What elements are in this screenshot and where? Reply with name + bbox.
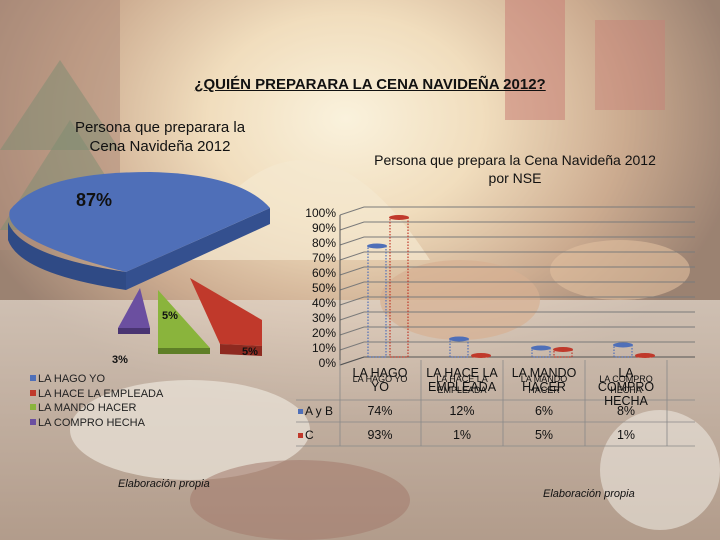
pie-label-hace-empleada: 5% (242, 346, 258, 358)
pie-legend: LA HAGO YO LA HACE LA EMPLEADA LA MANDO … (30, 372, 163, 430)
pie-credit: Elaboración propia (118, 478, 210, 490)
pie-slice-hace-empleada-side (220, 344, 262, 356)
bar-category-label-1: LA HAGO YO (352, 366, 408, 394)
pie-label-mando-hacer: 5% (162, 310, 178, 322)
pie-chart (8, 172, 270, 356)
pie-slice-hago (9, 172, 270, 272)
bar-data-label-small-2: LA HACE LA EMPLEADA (436, 374, 488, 395)
table-cell: 93% (367, 428, 393, 442)
bar-y-tick-label: 80% (311, 236, 336, 250)
bar-y-tick-label: 20% (311, 326, 336, 340)
table-row-label: A y B (298, 404, 333, 418)
bar-y-tick-label: 10% (311, 341, 336, 355)
pie-slice-compro-hecha (118, 288, 150, 328)
legend-label: LA COMPRO HECHA (38, 416, 145, 429)
table-row-label-text: A y B (305, 404, 334, 418)
legend-swatch-compro-hecha (30, 418, 36, 425)
bar-y-tick-label: 100% (305, 206, 336, 220)
table-cell: 1% (616, 428, 636, 442)
bar-title-line2: por NSE (488, 170, 542, 186)
legend-item-compro-hecha: LA COMPRO HECHA (30, 416, 163, 431)
table-row-label-text: C (305, 428, 314, 442)
bar-y-tick-label: 50% (311, 281, 336, 295)
bar-data-label-small-1: LA HAGO YO (352, 374, 408, 384)
bar-category-label-2: LA HACE LA EMPLEADA (426, 366, 498, 394)
legend-item-hace-empleada: LA HACE LA EMPLEADA (30, 387, 163, 402)
legend-label: LA MANDO HACER (38, 402, 137, 414)
pie-label-compro-hecha: 3% (112, 354, 128, 366)
bar-chart-title: Persona que prepara la Cena Navideña 201… (335, 151, 695, 187)
legend-label: LA HACE LA EMPLEADA (38, 387, 164, 400)
bar-y-tick-label: 60% (311, 266, 336, 280)
pie-chart-title: Persona que preparara la Cena Navideña 2… (30, 118, 290, 156)
legend-item-mando-hacer: LA MANDO HACER (30, 401, 163, 416)
bar-category-label-3: LA MANDO HACER (511, 366, 577, 394)
bar-y-tick-label: 40% (311, 296, 336, 310)
pie-slice-mando-hacer (158, 290, 210, 348)
pie-title-line2: Cena Navideña 2012 (89, 138, 231, 155)
legend-swatch-hace-empleada (30, 389, 36, 396)
table-row-swatch (298, 409, 303, 414)
bar-y-tick-label: 30% (311, 311, 336, 325)
bar-category-label-4: LA COMPRO HECHA (597, 366, 655, 408)
pie-slice-hace-empleada (190, 278, 262, 346)
pie-label-hago: 87% (76, 190, 113, 210)
table-cell: 8% (616, 404, 636, 418)
bar-credit: Elaboración propia (543, 488, 635, 500)
legend-label: LA HAGO YO (38, 373, 106, 385)
pie-slice-hago-side-right (126, 208, 270, 290)
pie-slice-hago-side (8, 222, 126, 290)
table-row-label: C (298, 428, 314, 442)
table-row-swatch (298, 433, 303, 438)
table-cell: 74% (367, 404, 393, 418)
table-cell: 6% (534, 404, 554, 418)
table-cell: 1% (452, 428, 472, 442)
legend-item-hago: LA HAGO YO (30, 372, 163, 387)
bar-data-label-small-3: LA MANDO HACER (520, 374, 568, 395)
bar-y-tick-label: 0% (318, 356, 336, 370)
table-cell: 12% (449, 404, 475, 418)
bar-y-tick-label: 70% (311, 251, 336, 265)
pie-slice-mando-hacer-side (158, 348, 210, 354)
legend-swatch-hago (30, 375, 36, 381)
main-title: ¿QUIÉN PREPARARA LA CENA NAVIDEÑA 2012? (194, 76, 546, 93)
bar-data-label-small-4: LA COMPRO HECHA (599, 374, 653, 395)
legend-swatch-mando-hacer (30, 404, 36, 410)
table-cell: 5% (534, 428, 554, 442)
bar-title-line1: Persona que prepara la Cena Navideña 201… (374, 152, 656, 168)
bar-y-tick-label: 90% (311, 221, 336, 235)
pie-slice-compro-hecha-side (118, 328, 150, 334)
pie-title-line1: Persona que preparara la (74, 119, 246, 136)
